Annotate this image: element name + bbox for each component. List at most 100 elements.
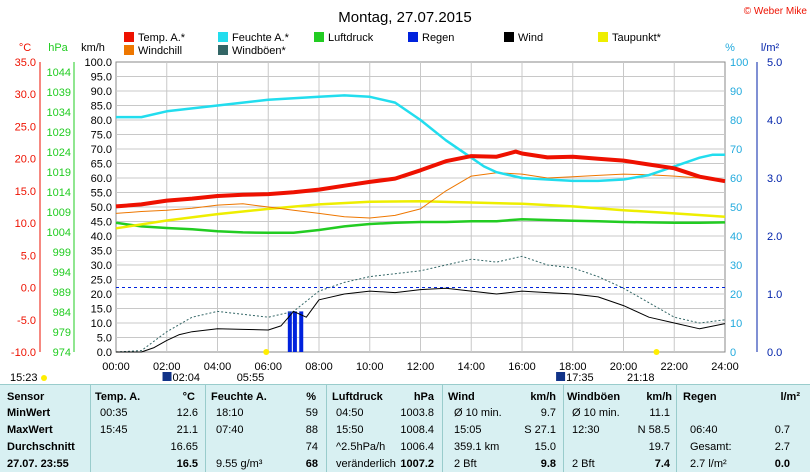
- table-header: %: [306, 391, 316, 403]
- cell-temp-time: 00:35: [100, 407, 128, 419]
- tick-label-pressure: 979: [53, 327, 71, 339]
- tick-label-wind: 80.0: [91, 115, 112, 127]
- tick-label-pressure: 989: [53, 287, 71, 299]
- tick-label-wind: 90.0: [91, 86, 112, 98]
- copyright-text: © Weber Mike: [744, 6, 808, 17]
- sunrise-marker: [263, 349, 270, 355]
- tick-label-time: 06:00: [254, 361, 282, 373]
- tick-label-humidity: 30: [730, 260, 742, 272]
- cell-rain-info: 2.7 l/m²: [690, 458, 727, 470]
- table-header: Regen: [683, 391, 717, 403]
- tick-label-time: 10:00: [356, 361, 384, 373]
- tick-label-rain: 3.0: [767, 173, 782, 185]
- tick-label-temp: 35.0: [15, 57, 36, 69]
- tick-label-time: 04:00: [204, 361, 232, 373]
- table-header: Feuchte A.: [211, 391, 267, 403]
- tick-label-humidity: 0: [730, 347, 736, 359]
- tick-label-wind: 15.0: [91, 304, 112, 316]
- moonrise-icon: [162, 372, 172, 381]
- cell-wind: 9.7: [540, 407, 556, 419]
- cell-gust-dir: N 58.5: [637, 424, 670, 436]
- tick-label-rain: 2.0: [767, 231, 782, 243]
- table-header: °C: [182, 391, 195, 403]
- cell-wind-info: Ø 10 min.: [454, 407, 502, 419]
- cell-rain: 2.7: [774, 441, 790, 453]
- table-row-label: Durchschnitt: [7, 441, 75, 453]
- table-separator: [205, 385, 206, 472]
- table-row-label: MaxWert: [7, 424, 53, 436]
- cell-gust-info: 12:30: [572, 424, 600, 436]
- tick-label-pressure: 999: [53, 247, 71, 259]
- series-line-temp: [115, 149, 726, 209]
- cell-gust-info: 2 Bft: [572, 458, 595, 470]
- legend-swatch-gust: [218, 45, 228, 55]
- tick-label-wind: 45.0: [91, 217, 112, 229]
- tick-label-pressure: 1029: [47, 127, 71, 139]
- tick-label-pressure: 1004: [47, 227, 71, 239]
- table-header: Windböen: [567, 391, 621, 403]
- tick-label-time: 20:00: [610, 361, 638, 373]
- cell-gust-info: Ø 10 min.: [572, 407, 620, 419]
- table-header: km/h: [530, 391, 556, 403]
- tick-label-wind: 10.0: [91, 318, 112, 330]
- legend-label-rain: Regen: [422, 32, 454, 44]
- tick-label-wind: 20.0: [91, 289, 112, 301]
- tick-label-wind: 85.0: [91, 101, 112, 113]
- tick-label-time: 14:00: [457, 361, 485, 373]
- tick-label-pressure: 994: [53, 267, 71, 279]
- chart-title: Montag, 27.07.2015: [338, 9, 471, 26]
- rain-bar: [287, 311, 292, 352]
- table-header: Sensor: [7, 391, 45, 403]
- cell-pressure: 1007.2: [400, 458, 434, 470]
- tick-label-temp: 10.0: [15, 218, 36, 230]
- table-row-label: MinWert: [7, 407, 51, 419]
- cell-hum-time: 9.55 g/m³: [216, 458, 263, 470]
- cell-wind-info: 15:05: [454, 424, 482, 436]
- tick-label-humidity: 100: [730, 57, 748, 69]
- cell-humidity: 59: [305, 407, 318, 419]
- sun-icon-small: [41, 375, 47, 381]
- tick-label-pressure: 1039: [47, 87, 71, 99]
- cell-temp: 12.6: [176, 407, 198, 419]
- tick-label-pressure: 1009: [47, 207, 71, 219]
- series-line-dewpoint: [115, 199, 726, 230]
- axis-unit-pressure: hPa: [48, 42, 68, 54]
- tick-label-humidity: 80: [730, 115, 742, 127]
- tick-label-humidity: 70: [730, 144, 742, 156]
- table-header: Luftdruck: [332, 391, 383, 403]
- table-header: hPa: [413, 391, 434, 403]
- cell-rain-info: 06:40: [690, 424, 718, 436]
- tick-label-temp: 20.0: [15, 154, 36, 166]
- tick-label-humidity: 20: [730, 289, 742, 301]
- tick-label-pressure: 1034: [47, 107, 71, 119]
- cell-humidity: 88: [305, 424, 318, 436]
- cell-pressure: 1006.4: [400, 441, 434, 453]
- table-row-label: 27.07. 23:55: [7, 458, 69, 470]
- tick-label-pressure: 1019: [47, 167, 71, 179]
- legend-label-dewpoint: Taupunkt*: [612, 32, 662, 44]
- legend-swatch-rain: [408, 32, 418, 42]
- tick-label-wind: 40.0: [91, 231, 112, 243]
- series-line-gust: [115, 255, 726, 353]
- axis-unit-wind: km/h: [81, 42, 105, 54]
- tick-label-humidity: 10: [730, 318, 742, 330]
- series-line-pressure: [115, 217, 726, 235]
- table-header: l/m²: [780, 391, 800, 403]
- cell-temp: 21.1: [176, 424, 198, 436]
- tick-label-wind: 60.0: [91, 173, 112, 185]
- tick-label-time: 00:00: [102, 361, 130, 373]
- tick-label-time: 24:00: [711, 361, 739, 373]
- legend-swatch-pressure: [314, 32, 324, 42]
- legend-label-windchill: Windchill: [138, 45, 182, 57]
- tick-label-rain: 4.0: [767, 115, 782, 127]
- legend-label-temp: Temp. A.*: [138, 32, 186, 44]
- sunrise-label: 05:55: [237, 372, 265, 384]
- table-separator: [326, 385, 327, 472]
- tick-label-wind: 55.0: [91, 188, 112, 200]
- cell-wind: 15.0: [534, 441, 556, 453]
- table-separator: [563, 385, 564, 472]
- cell-gust: 19.7: [648, 441, 670, 453]
- cell-rain-info: Gesamt:: [690, 441, 732, 453]
- table-separator: [90, 385, 91, 472]
- tick-label-wind: 25.0: [91, 275, 112, 287]
